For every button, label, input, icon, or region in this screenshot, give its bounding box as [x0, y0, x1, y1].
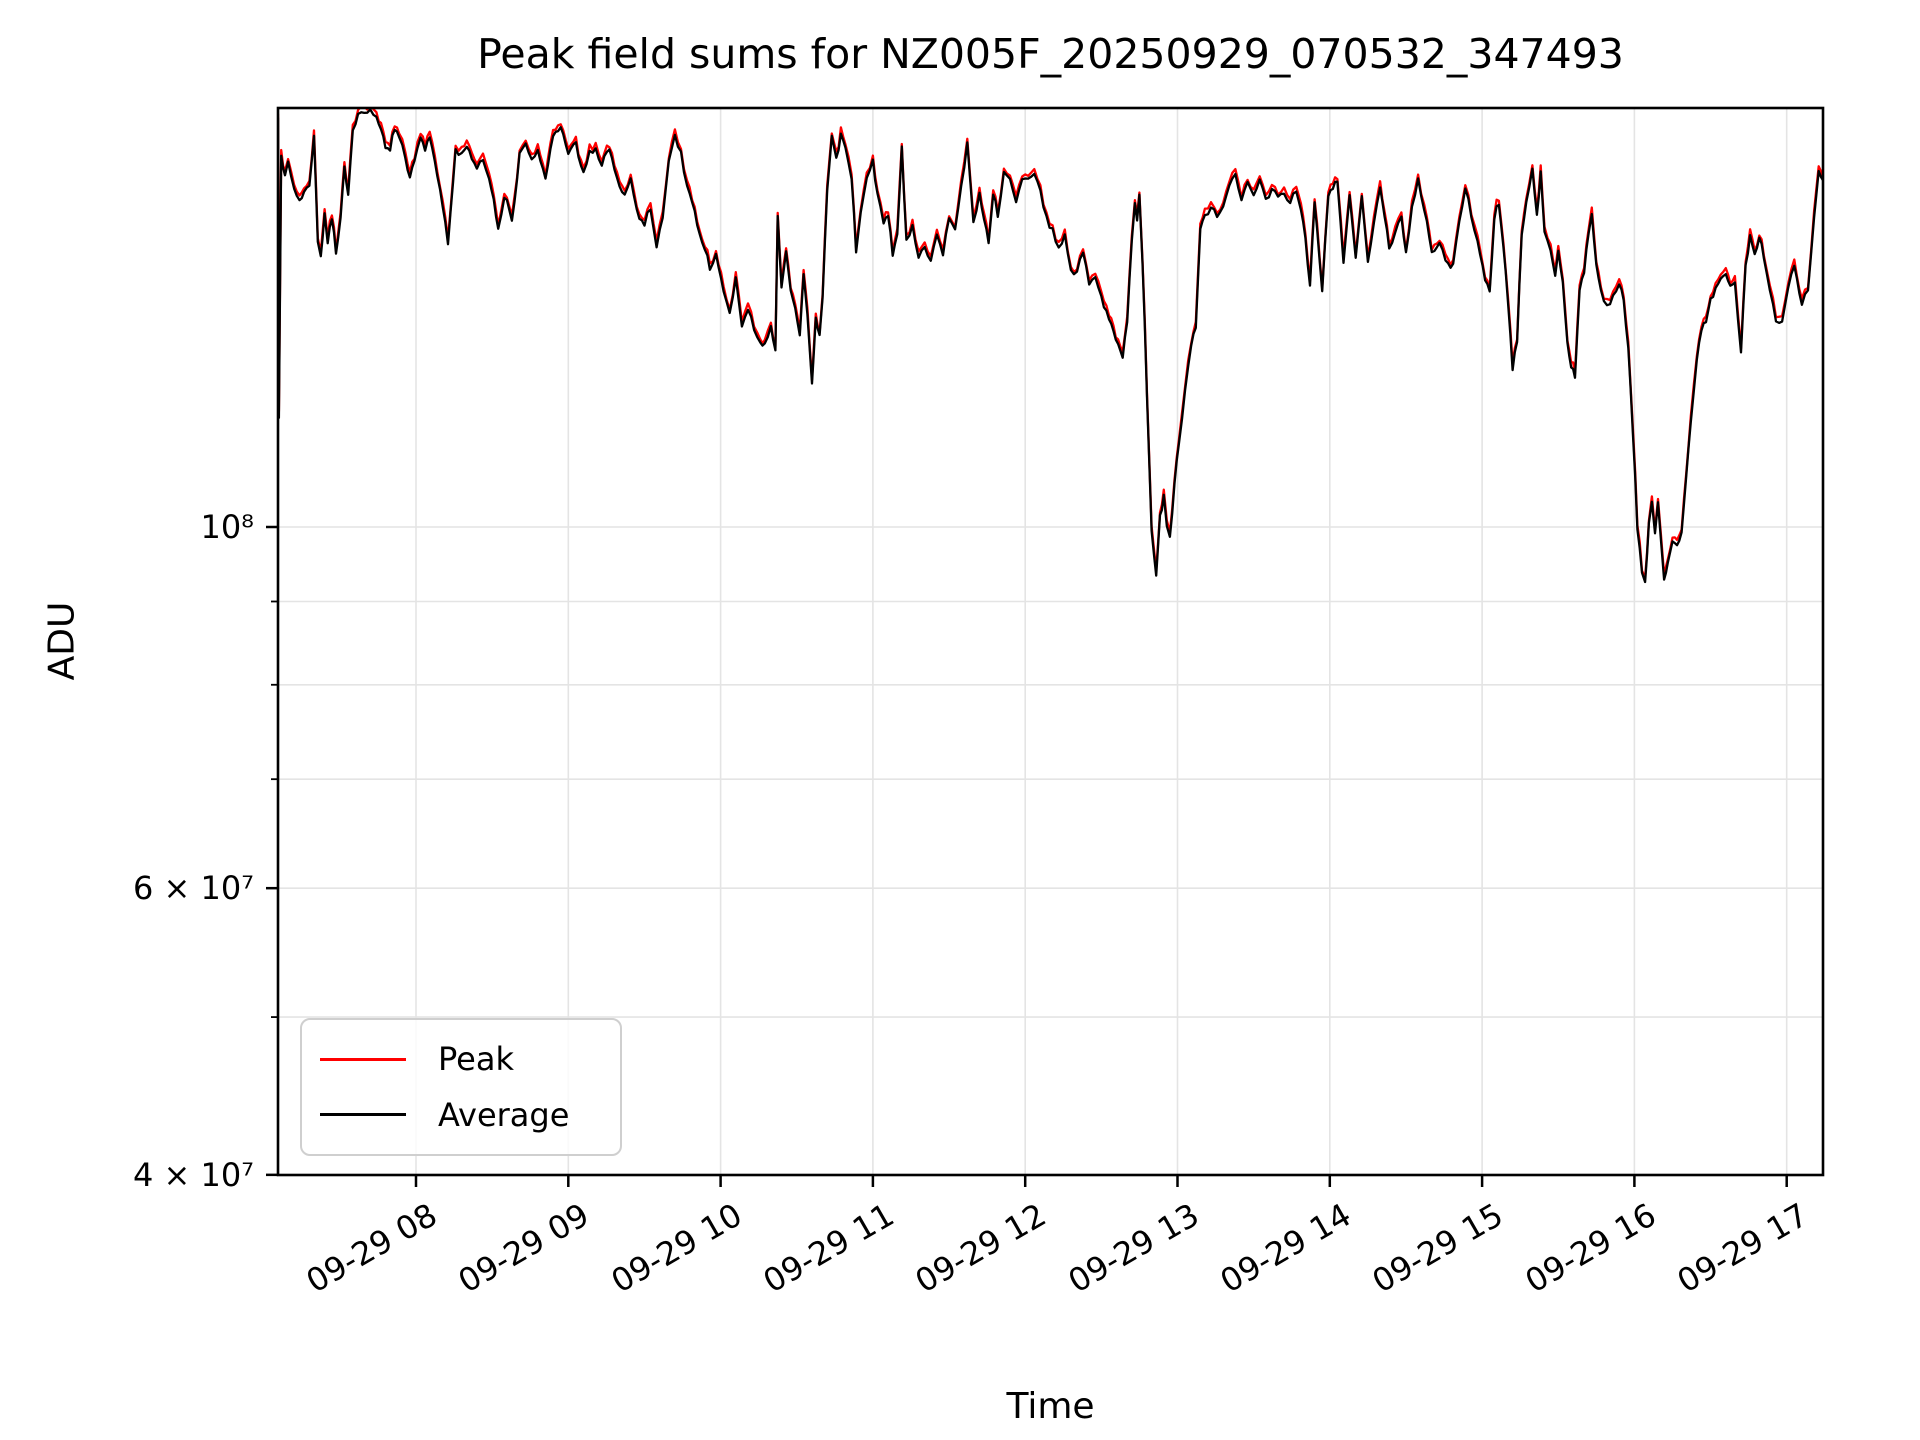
chart-title: Peak field sums for NZ005F_20250929_0705… — [477, 30, 1624, 78]
average-line — [278, 108, 1823, 584]
legend-line-peak-swatch — [320, 1057, 406, 1061]
y-axis-label: ADU — [41, 601, 83, 681]
legend: Peak Average — [300, 1018, 622, 1156]
legend-entry-peak: Peak — [302, 1043, 620, 1075]
legend-line-average-swatch — [320, 1113, 406, 1117]
legend-label-average: Average — [438, 1095, 570, 1134]
legend-entry-average: Average — [302, 1099, 620, 1131]
y-tick-label: 10⁸ — [200, 508, 254, 546]
x-tick-label: 09-29 17 — [1670, 1195, 1815, 1301]
x-axis-label: Time — [1006, 1386, 1095, 1427]
peak-line — [278, 108, 1823, 579]
axes-border — [276, 106, 1825, 1177]
y-tick-label: 4 × 10⁷ — [132, 1155, 254, 1194]
legend-label-peak: Peak — [438, 1040, 514, 1079]
y-tick-label: 6 × 10⁷ — [132, 869, 254, 908]
